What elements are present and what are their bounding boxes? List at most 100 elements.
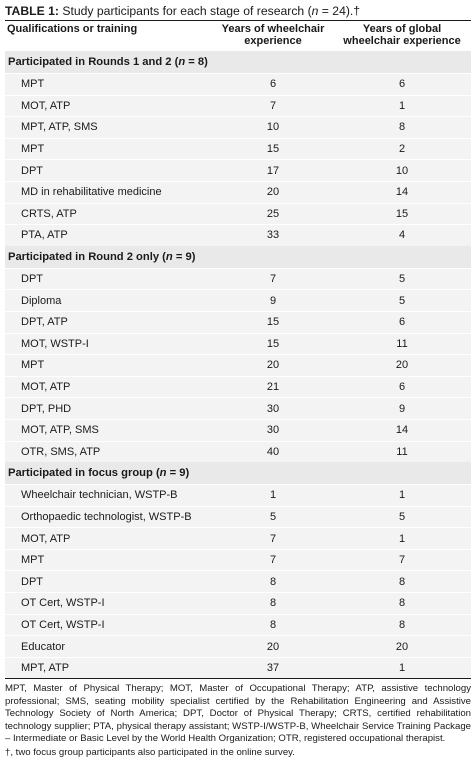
section-title-n: n <box>165 250 173 263</box>
table-row: MOT, ATP 21 6 <box>5 375 471 398</box>
table-row: DPT, ATP 15 6 <box>5 310 471 334</box>
years-wheelchair-cell: 9 <box>213 289 333 312</box>
table-row: MOT, ATP, SMS 30 14 <box>5 418 471 441</box>
table-row: MPT 15 2 <box>5 137 471 160</box>
table-row: MD in rehabilitative medicine 20 14 <box>5 180 471 204</box>
table-notes: MPT, Master of Physical Therapy; MOT, Ma… <box>5 683 471 759</box>
years-global-cell: 20 <box>333 635 471 658</box>
table-row: MPT, ATP 37 1 <box>5 656 471 679</box>
qualification-cell: MOT, WSTP-I <box>5 332 213 355</box>
years-wheelchair-cell: 7 <box>213 94 333 117</box>
table-row: Educator 20 20 <box>5 635 471 658</box>
years-global-cell: 6 <box>333 310 471 334</box>
qualification-cell: OT Cert, WSTP-I <box>5 613 213 636</box>
years-global-cell: 14 <box>333 180 471 204</box>
table-row: Diploma 9 5 <box>5 289 471 312</box>
years-wheelchair-cell: 17 <box>213 159 333 182</box>
years-wheelchair-cell: 6 <box>213 73 333 96</box>
years-global-cell: 14 <box>333 418 471 441</box>
table-row: MPT, ATP, SMS 10 8 <box>5 116 471 139</box>
section-title-before: Participated in Rounds 1 and 2 ( <box>8 56 179 68</box>
years-wheelchair-cell: 37 <box>213 656 333 679</box>
qualification-cell: MPT <box>5 73 213 96</box>
years-global-cell: 1 <box>333 527 471 550</box>
qualification-cell: MPT <box>5 354 213 377</box>
qualification-cell: Educator <box>5 635 213 658</box>
qualification-cell: DPT <box>5 159 213 182</box>
years-global-cell: 6 <box>333 375 471 398</box>
section-header-row: Participated in Rounds 1 and 2 (n = 8) <box>5 51 471 74</box>
footnote: †, two focus group participants also par… <box>5 747 295 759</box>
qualification-cell: MOT, ATP <box>5 94 213 117</box>
header-years-wheelchair: Years of wheelchair experience <box>213 21 333 51</box>
years-global-cell: 7 <box>333 548 471 571</box>
table-row: DPT, PHD 30 9 <box>5 397 471 420</box>
years-global-cell: 6 <box>333 73 471 96</box>
table-row: Orthopaedic technologist, WSTP-B 5 5 <box>5 505 471 528</box>
qualification-cell: DPT <box>5 267 213 290</box>
years-global-cell: 15 <box>333 202 471 225</box>
years-global-cell: 1 <box>333 656 471 679</box>
qualification-cell: Wheelchair technician, WSTP-B <box>5 484 213 507</box>
qualification-cell: MOT, ATP, SMS <box>5 418 213 441</box>
years-global-cell: 5 <box>333 267 471 290</box>
years-wheelchair-cell: 5 <box>213 505 333 528</box>
header-years-wheelchair-line2: experience <box>244 35 302 47</box>
qualification-cell: MPT <box>5 548 213 571</box>
section-title: Participated in Round 2 only (n = 9) <box>5 245 471 269</box>
qualification-cell: MOT, ATP <box>5 375 213 398</box>
years-wheelchair-cell: 40 <box>213 440 333 463</box>
years-wheelchair-cell: 8 <box>213 570 333 593</box>
years-wheelchair-cell: 15 <box>213 310 333 334</box>
qualification-cell: DPT, PHD <box>5 397 213 420</box>
years-global-cell: 20 <box>333 354 471 377</box>
years-wheelchair-cell: 8 <box>213 592 333 615</box>
section-title-after: = 8) <box>185 56 208 68</box>
table-row: PTA, ATP 33 4 <box>5 224 471 246</box>
years-wheelchair-cell: 15 <box>213 332 333 355</box>
table-row: CRTS, ATP 25 15 <box>5 202 471 225</box>
years-wheelchair-cell: 20 <box>213 354 333 377</box>
years-global-cell: 4 <box>333 224 471 246</box>
qualification-cell: Orthopaedic technologist, WSTP-B <box>5 505 213 528</box>
table-row: MPT 6 6 <box>5 73 471 96</box>
table-row: MOT, ATP 7 1 <box>5 527 471 550</box>
years-global-cell: 8 <box>333 592 471 615</box>
qualification-cell: OTR, SMS, ATP <box>5 440 213 463</box>
table-row: DPT 7 5 <box>5 267 471 290</box>
table-row: Wheelchair technician, WSTP-B 1 1 <box>5 484 471 507</box>
qualification-cell: Diploma <box>5 289 213 312</box>
qualification-cell: MPT, ATP, SMS <box>5 116 213 139</box>
section-header-row: Participated in focus group (n = 9) <box>5 462 471 485</box>
years-wheelchair-cell: 15 <box>213 137 333 160</box>
table-row: MPT 20 20 <box>5 354 471 377</box>
years-global-cell: 8 <box>333 613 471 636</box>
table-row: MPT 7 7 <box>5 548 471 571</box>
years-wheelchair-cell: 10 <box>213 116 333 139</box>
table-header: Qualifications or training Years of whee… <box>5 21 471 51</box>
years-global-cell: 5 <box>333 289 471 312</box>
years-global-cell: 11 <box>333 440 471 463</box>
years-global-cell: 2 <box>333 137 471 160</box>
qualification-cell: MPT <box>5 137 213 160</box>
years-wheelchair-cell: 20 <box>213 635 333 658</box>
qualification-cell: MPT, ATP <box>5 656 213 679</box>
header-qualifications: Qualifications or training <box>7 23 138 35</box>
years-global-cell: 8 <box>333 116 471 139</box>
header-years-global-line1: Years of global <box>362 23 442 35</box>
section-title-before: Participated in Round 2 only ( <box>8 250 166 263</box>
years-global-cell: 10 <box>333 159 471 182</box>
section-title-after: = 9) <box>166 467 190 480</box>
section-title: Participated in Rounds 1 and 2 (n = 8) <box>5 51 471 74</box>
table-row: OT Cert, WSTP-I 8 8 <box>5 592 471 615</box>
years-global-cell: 9 <box>333 397 471 420</box>
section-title: Participated in focus group (n = 9) <box>5 462 471 485</box>
table-row: DPT 17 10 <box>5 159 471 182</box>
qualification-cell: DPT <box>5 570 213 593</box>
qualification-cell: OT Cert, WSTP-I <box>5 592 213 615</box>
years-wheelchair-cell: 7 <box>213 548 333 571</box>
header-years-global-line2: wheelchair experience <box>343 35 461 47</box>
years-wheelchair-cell: 7 <box>213 267 333 290</box>
years-global-cell: 11 <box>333 332 471 355</box>
qualification-cell: MOT, ATP <box>5 527 213 550</box>
